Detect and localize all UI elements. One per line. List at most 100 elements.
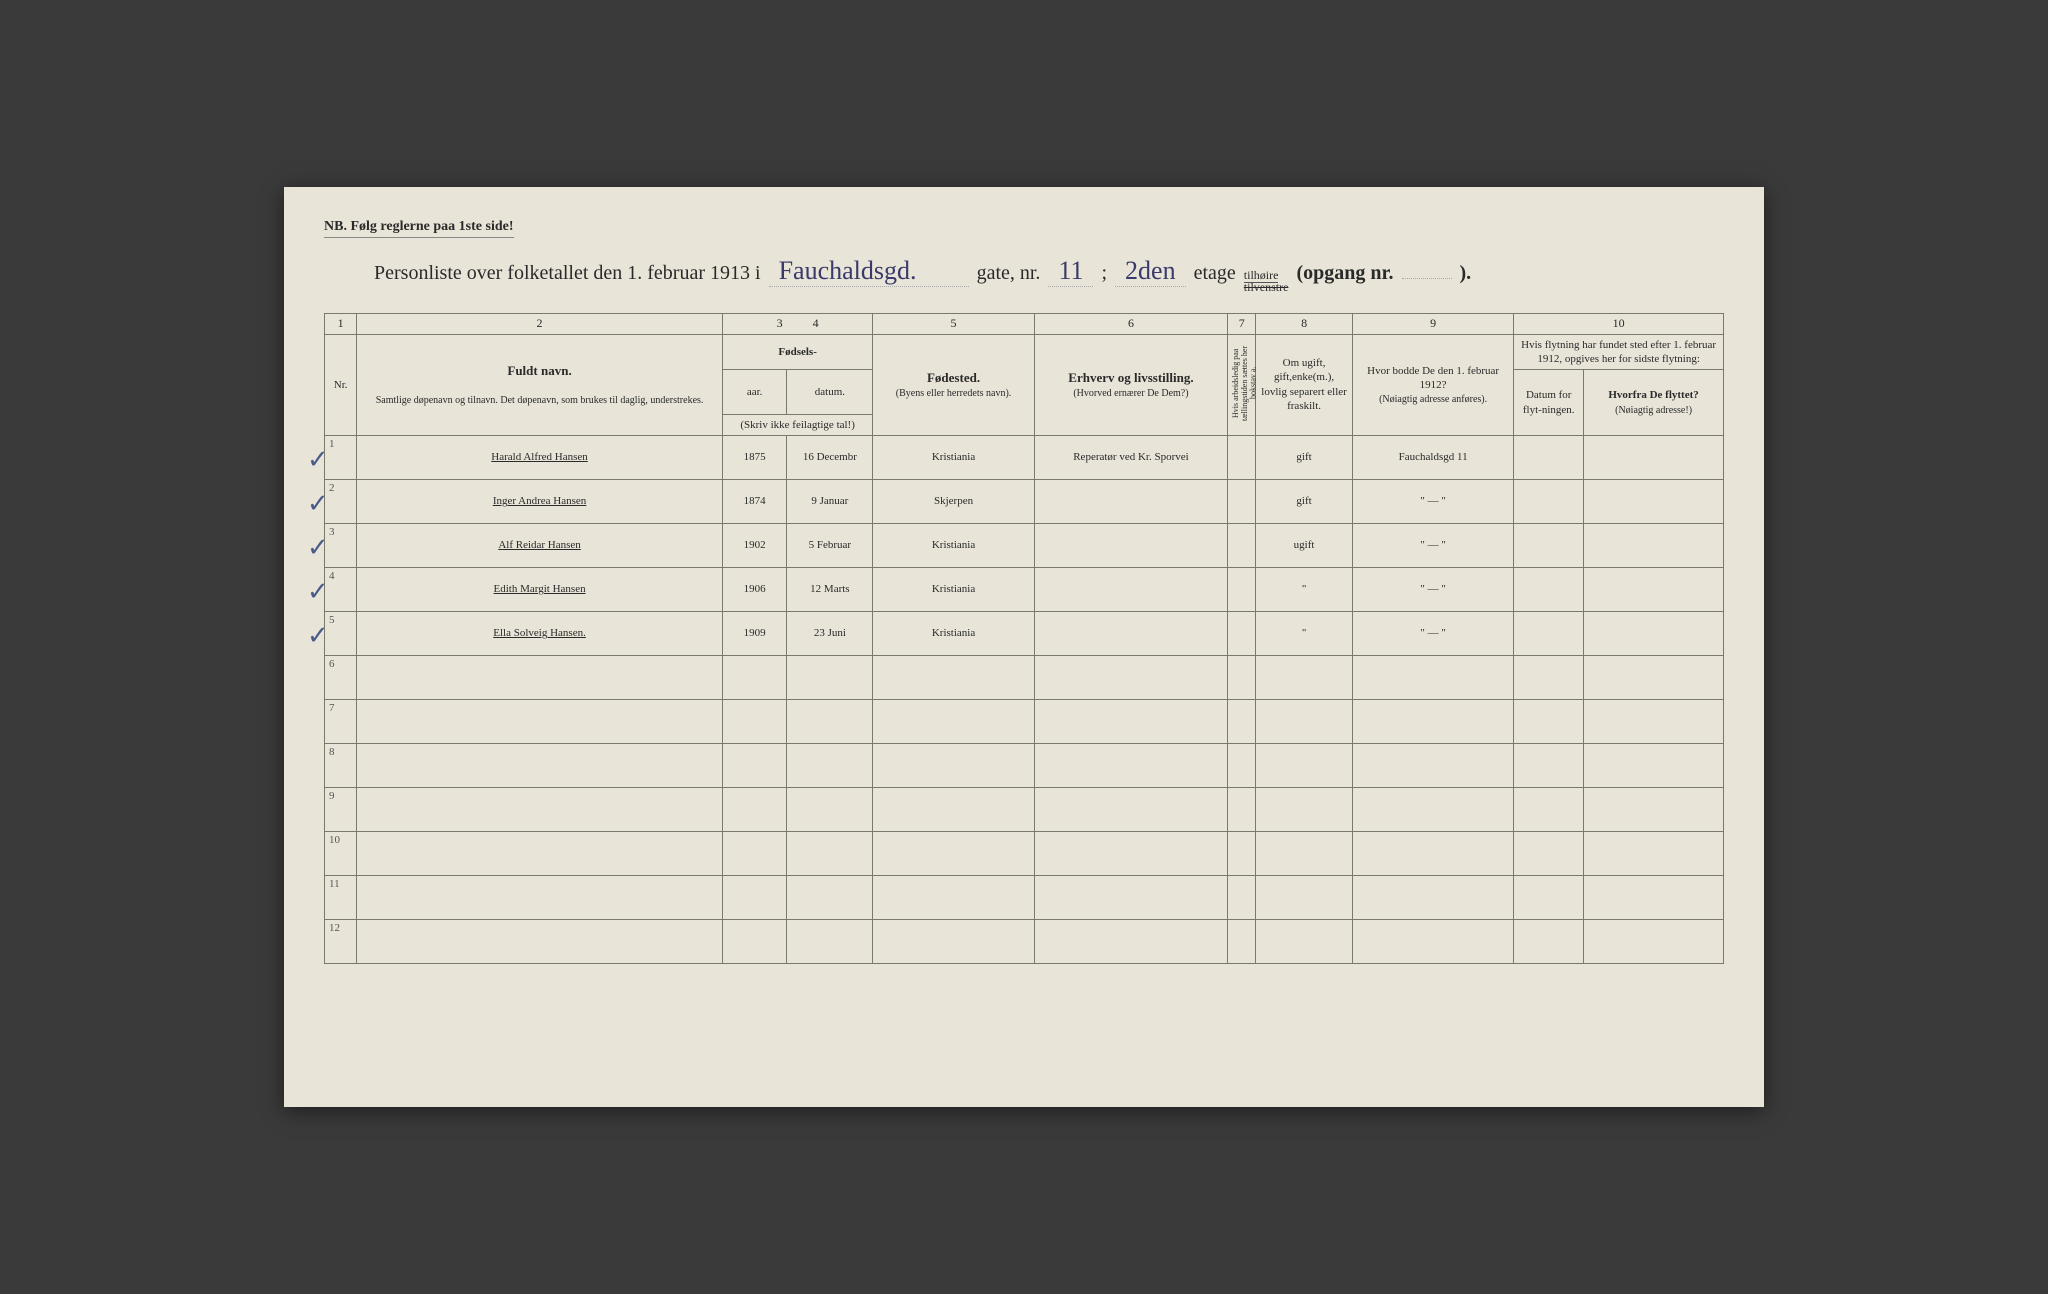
gate-label: gate, nr. — [977, 262, 1041, 285]
colnum-8: 8 — [1256, 314, 1353, 335]
cell-date — [787, 699, 873, 743]
cell-residence: " — " — [1352, 523, 1513, 567]
cell-marital — [1256, 699, 1353, 743]
header-move: Hvis flytning har fundet sted efter 1. f… — [1514, 334, 1724, 370]
header-birthplace: Fødested. (Byens eller herredets navn). — [873, 334, 1034, 435]
cell-movedate — [1514, 875, 1584, 919]
row-nr: 12 — [325, 919, 357, 963]
row-nr: 9 — [325, 787, 357, 831]
header-marital: Om ugift, gift,enke(m.), lovlig separert… — [1256, 334, 1353, 435]
row-nr: ✓4 — [325, 567, 357, 611]
table-row: 9 — [325, 787, 1724, 831]
gate-nr-hand: 11 — [1048, 256, 1093, 287]
cell-movedate — [1514, 655, 1584, 699]
cell-birthplace: Kristiania — [873, 523, 1034, 567]
cell-residence: Fauchaldsgd 11 — [1352, 435, 1513, 479]
census-table: 1 2 3 4 5 6 7 8 9 10 Nr. Fuldt navn. Sam… — [324, 313, 1724, 964]
table-row: 12 — [325, 919, 1724, 963]
top-note: NB. Følg reglerne paa 1ste side! — [324, 219, 514, 238]
colnum-1: 1 — [325, 314, 357, 335]
row-nr: 11 — [325, 875, 357, 919]
cell-birthplace — [873, 831, 1034, 875]
cell-year — [722, 919, 787, 963]
colnum-6: 6 — [1034, 314, 1228, 335]
table-row: ✓2Inger Andrea Hansen18749 JanuarSkjerpe… — [325, 479, 1724, 523]
table-body: ✓1Harald Alfred Hansen187516 DecembrKris… — [325, 435, 1724, 963]
header-movedate: Datum for flyt-ningen. — [1514, 370, 1584, 436]
cell-residence — [1352, 919, 1513, 963]
cell-occupation — [1034, 699, 1228, 743]
opgang-label: (opgang nr. — [1296, 262, 1393, 285]
cell-date: 5 Februar — [787, 523, 873, 567]
table-row: ✓4Edith Margit Hansen190612 MartsKristia… — [325, 567, 1724, 611]
cell-year: 1906 — [722, 567, 787, 611]
table-row: 10 — [325, 831, 1724, 875]
cell-name — [357, 699, 723, 743]
cell-movedate — [1514, 611, 1584, 655]
row-nr: 7 — [325, 699, 357, 743]
title-prefix: Personliste over folketallet den 1. febr… — [374, 262, 761, 285]
cell-occupation — [1034, 479, 1228, 523]
cell-occupation — [1034, 787, 1228, 831]
cell-year — [722, 699, 787, 743]
header-movefrom: Hvorfra De flyttet? (Nøiagtig adresse!) — [1584, 370, 1724, 436]
cell-movedate — [1514, 919, 1584, 963]
cell-occupation — [1034, 523, 1228, 567]
cell-movedate — [1514, 831, 1584, 875]
colnum-9: 9 — [1352, 314, 1513, 335]
cell-date — [787, 787, 873, 831]
cell-movedate — [1514, 479, 1584, 523]
row-nr: ✓1 — [325, 435, 357, 479]
cell-birthplace — [873, 919, 1034, 963]
cell-name: Harald Alfred Hansen — [357, 435, 723, 479]
table-row: ✓1Harald Alfred Hansen187516 DecembrKris… — [325, 435, 1724, 479]
cell-residence — [1352, 655, 1513, 699]
cell-name: Ella Solveig Hansen. — [357, 611, 723, 655]
row-nr: 10 — [325, 831, 357, 875]
cell-name: Alf Reidar Hansen — [357, 523, 723, 567]
cell-movefrom — [1584, 567, 1724, 611]
cell-date — [787, 743, 873, 787]
cell-name — [357, 919, 723, 963]
cell-absent — [1228, 611, 1256, 655]
cell-birthplace — [873, 787, 1034, 831]
cell-movefrom — [1584, 787, 1724, 831]
cell-date — [787, 875, 873, 919]
colnum-7: 7 — [1228, 314, 1256, 335]
street-name-hand: Fauchaldsgd. — [769, 256, 969, 287]
cell-residence — [1352, 875, 1513, 919]
semicolon: ; — [1101, 262, 1107, 285]
opgang-nr-hand — [1402, 278, 1452, 279]
cell-birthplace: Kristiania — [873, 567, 1034, 611]
table-header: 1 2 3 4 5 6 7 8 9 10 Nr. Fuldt navn. Sam… — [325, 314, 1724, 436]
row-nr: 6 — [325, 655, 357, 699]
cell-marital — [1256, 875, 1353, 919]
cell-marital — [1256, 831, 1353, 875]
cell-year — [722, 875, 787, 919]
cell-date — [787, 919, 873, 963]
table-row: 8 — [325, 743, 1724, 787]
cell-date — [787, 831, 873, 875]
cell-marital — [1256, 743, 1353, 787]
cell-occupation — [1034, 875, 1228, 919]
cell-residence: " — " — [1352, 611, 1513, 655]
header-occupation: Erhverv og livsstilling. (Hvorved ernære… — [1034, 334, 1228, 435]
cell-name — [357, 743, 723, 787]
cell-absent — [1228, 875, 1256, 919]
cell-marital — [1256, 655, 1353, 699]
cell-movefrom — [1584, 611, 1724, 655]
cell-movedate — [1514, 567, 1584, 611]
cell-birthplace — [873, 699, 1034, 743]
cell-marital — [1256, 787, 1353, 831]
etage-hand: 2den — [1115, 256, 1186, 287]
cell-occupation — [1034, 611, 1228, 655]
cell-year: 1874 — [722, 479, 787, 523]
cell-movedate — [1514, 699, 1584, 743]
cell-movefrom — [1584, 831, 1724, 875]
cell-year — [722, 655, 787, 699]
cell-name — [357, 655, 723, 699]
cell-residence — [1352, 831, 1513, 875]
cell-occupation — [1034, 743, 1228, 787]
cell-residence — [1352, 743, 1513, 787]
cell-occupation — [1034, 567, 1228, 611]
